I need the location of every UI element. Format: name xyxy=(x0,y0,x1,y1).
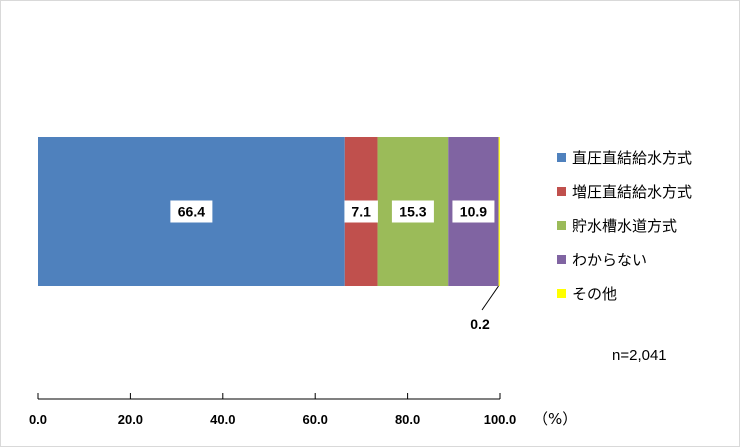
x-tick-label: 80.0 xyxy=(395,412,420,427)
legend-entry-1: 直圧直結給水方式 xyxy=(572,149,692,167)
x-tick-label: 100.0 xyxy=(484,412,517,427)
legend-swatch-5 xyxy=(557,289,566,298)
data-label-1: 66.4 xyxy=(178,204,205,220)
data-label-5: 0.2 xyxy=(470,316,490,332)
bar-group xyxy=(38,137,500,286)
legend-entry-5: その他 xyxy=(572,285,617,303)
legend-entry-4: わからない xyxy=(572,251,647,269)
x-tick-label: 0.0 xyxy=(29,412,47,427)
x-axis-unit: （%） xyxy=(533,410,577,428)
x-axis: 0.0 20.0 40.0 60.0 80.0 100.0 xyxy=(29,393,516,427)
sample-size-note: n=2,041 xyxy=(612,347,667,364)
x-tick-label: 20.0 xyxy=(118,412,143,427)
legend-swatch-4 xyxy=(557,255,566,264)
data-label-box-1 xyxy=(170,200,213,223)
data-label-3: 15.3 xyxy=(399,204,426,220)
leader-line xyxy=(481,285,499,311)
data-label-box-3 xyxy=(391,200,434,223)
data-label-box-4 xyxy=(452,200,495,223)
legend-swatch-1 xyxy=(557,153,566,162)
legend-entry-3: 貯水槽水道方式 xyxy=(572,217,677,235)
x-tick-label: 40.0 xyxy=(210,412,235,427)
data-label-box-2 xyxy=(344,200,378,223)
legend-swatch-3 xyxy=(557,221,566,230)
x-tick-label: 60.0 xyxy=(303,412,328,427)
data-label-4: 10.9 xyxy=(460,204,487,220)
bar-5 xyxy=(498,137,500,286)
legend-entry-2: 増圧直結給水方式 xyxy=(572,183,692,201)
legend-swatch-2 xyxy=(557,187,566,196)
data-label-2: 7.1 xyxy=(351,204,371,220)
data-label-group: 66.4 7.1 15.3 10.9 0.2 xyxy=(170,200,499,332)
